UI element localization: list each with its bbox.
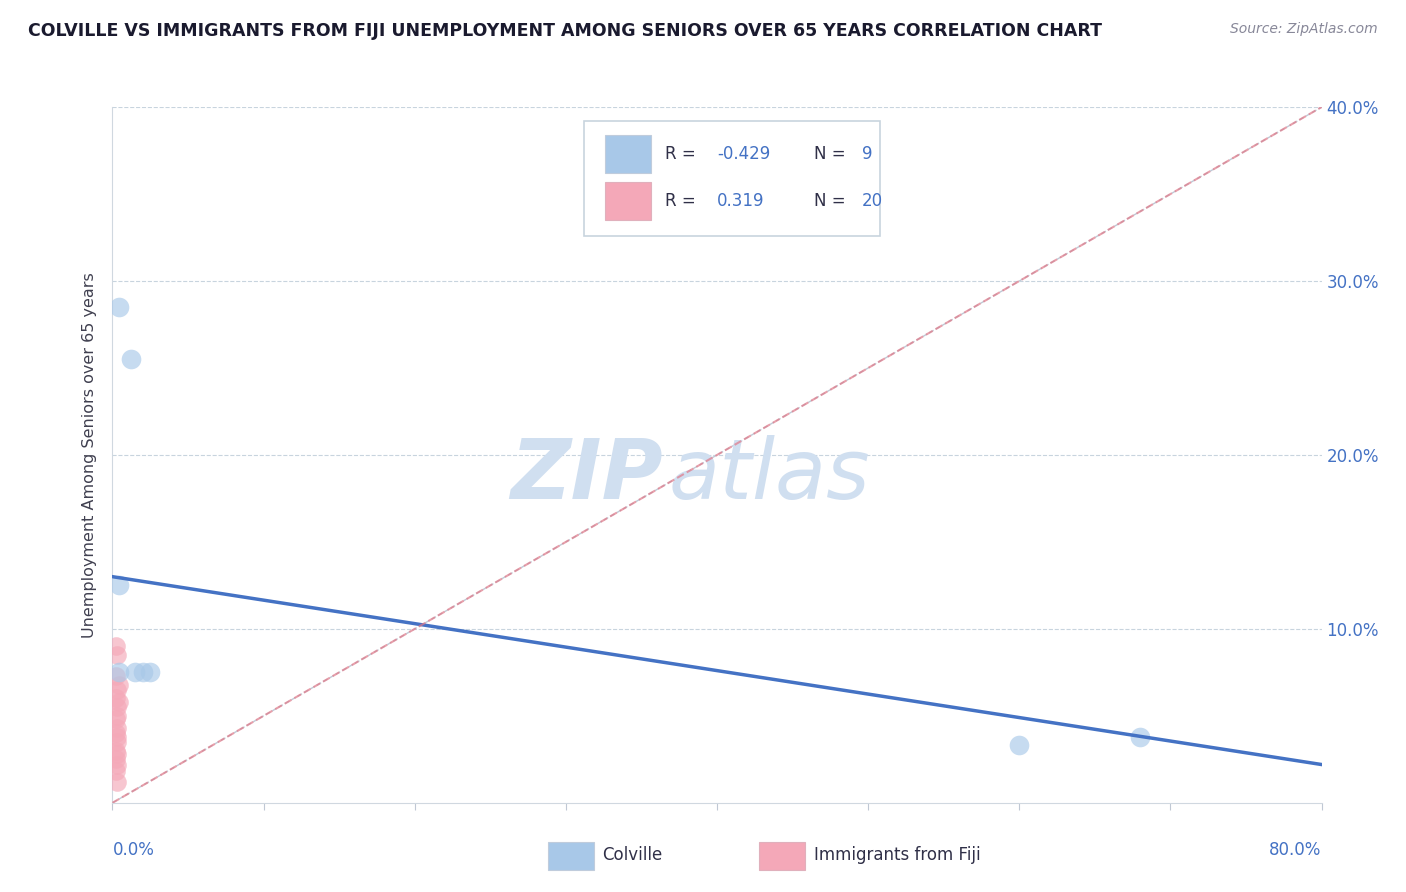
Point (104, 764, 127, 779)
Point (105, 735, 128, 749)
Text: COLVILLE VS IMMIGRANTS FROM FIJI UNEMPLOYMENT AMONG SENIORS OVER 65 YEARS CORREL: COLVILLE VS IMMIGRANTS FROM FIJI UNEMPLO… (28, 22, 1102, 40)
Text: ZIP: ZIP (510, 435, 662, 516)
Text: atlas: atlas (669, 435, 870, 516)
Text: R =: R = (665, 145, 702, 162)
Point (104, 669, 127, 683)
Point (105, 682, 128, 697)
FancyBboxPatch shape (605, 135, 651, 173)
Point (104, 726, 127, 740)
FancyBboxPatch shape (605, 182, 651, 220)
Text: 0.319: 0.319 (717, 192, 765, 210)
Point (105, 700, 128, 714)
FancyBboxPatch shape (583, 121, 880, 235)
Point (120, 352, 142, 367)
Point (104, 691, 127, 706)
Point (104, 744, 127, 758)
Text: N =: N = (814, 192, 845, 210)
Point (139, 665, 162, 680)
Point (1008, 739, 1031, 753)
FancyBboxPatch shape (759, 842, 806, 871)
Point (105, 721, 128, 735)
Point (104, 752, 127, 766)
Point (104, 712, 127, 726)
Point (107, 300, 129, 314)
Text: N =: N = (814, 145, 845, 162)
Point (105, 708, 128, 723)
FancyBboxPatch shape (548, 842, 593, 871)
Point (1129, 730, 1152, 744)
Point (107, 677, 129, 691)
Text: 80.0%: 80.0% (1270, 841, 1322, 859)
Text: 20: 20 (862, 192, 883, 210)
Point (107, 665, 129, 680)
Point (132, 665, 155, 680)
Text: Source: ZipAtlas.com: Source: ZipAtlas.com (1230, 22, 1378, 37)
Point (105, 747, 128, 761)
Text: -0.429: -0.429 (717, 145, 770, 162)
Text: Immigrants from Fiji: Immigrants from Fiji (814, 846, 980, 864)
Text: 0.0%: 0.0% (112, 841, 155, 859)
Point (107, 695, 129, 709)
Text: Colville: Colville (602, 846, 662, 864)
Point (104, 639, 127, 653)
Point (105, 757, 128, 772)
Point (107, 578, 129, 592)
Text: R =: R = (665, 192, 702, 210)
Text: 9: 9 (862, 145, 873, 162)
Y-axis label: Unemployment Among Seniors over 65 years: Unemployment Among Seniors over 65 years (82, 272, 97, 638)
Point (105, 775, 128, 789)
Point (124, 665, 146, 680)
Point (105, 648, 128, 662)
Point (105, 730, 128, 744)
